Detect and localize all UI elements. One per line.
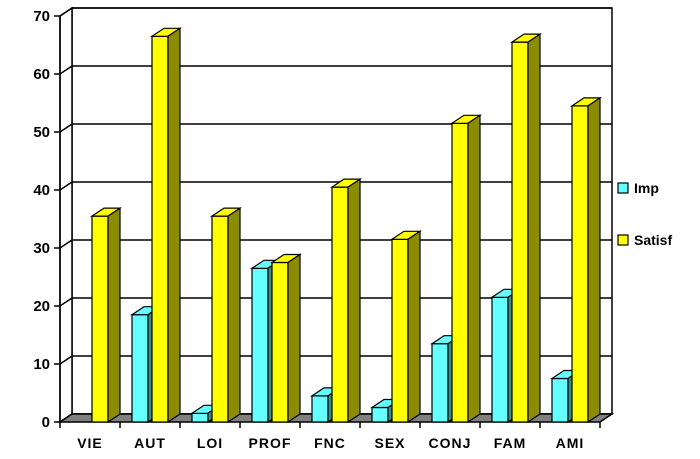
bar-front — [331, 186, 349, 423]
legend-item-imp: Imp — [617, 180, 659, 196]
bar-front — [211, 215, 229, 423]
bar-front — [311, 395, 329, 423]
y-tick-label: 20 — [33, 298, 50, 315]
x-tick-label: AUT — [134, 435, 166, 451]
x-tick-label: FNC — [314, 435, 346, 451]
bar-satisf-fnc — [330, 177, 362, 424]
x-tick-label: VIE — [77, 435, 103, 451]
y-tick-label: 40 — [33, 182, 50, 199]
y-tick-label: 50 — [33, 124, 50, 141]
bar-front — [431, 343, 449, 423]
y-tick-label: 60 — [33, 66, 50, 83]
y-tick-label: 30 — [33, 240, 50, 257]
bar-satisf-loi — [210, 206, 242, 424]
bar-front — [391, 238, 409, 423]
bar-side — [527, 32, 541, 424]
y-tick-label: 0 — [42, 414, 50, 431]
gridline — [59, 65, 612, 75]
x-tick-label: CONJ — [429, 435, 472, 451]
x-tick-label: AMI — [556, 435, 585, 451]
bar-satisf-aut — [150, 27, 182, 424]
bar-side — [347, 177, 361, 424]
bar-front — [571, 105, 589, 423]
bar-satisf-prof — [270, 253, 302, 424]
bar-satisf-conj — [450, 114, 482, 424]
bar-side — [587, 96, 601, 424]
bar-satisf-vie — [90, 206, 122, 424]
bar-front — [131, 314, 149, 423]
bar-side — [287, 253, 301, 424]
x-axis-labels: VIE AUT LOI PROF FNC SEX CONJ FAM AMI — [59, 422, 601, 451]
bar-front — [151, 35, 169, 423]
bar-side — [107, 206, 121, 424]
gridline — [59, 239, 612, 249]
gridline — [59, 297, 612, 307]
bar-front — [451, 122, 469, 423]
bar-front — [251, 267, 269, 423]
legend-label: Satisf — [634, 232, 672, 248]
x-tick-label: LOI — [197, 435, 223, 451]
bar-front — [491, 296, 509, 423]
gridlines — [59, 7, 612, 423]
y-tick-label: 70 — [33, 8, 50, 25]
bar-front — [191, 412, 209, 423]
legend-swatch — [617, 234, 629, 246]
gridline — [59, 7, 612, 17]
bar-front — [91, 215, 109, 423]
legend: Imp Satisf — [617, 180, 672, 248]
bar-front — [511, 41, 529, 423]
gridline — [59, 123, 612, 133]
bar-side — [407, 230, 421, 424]
x-tick-label: PROF — [249, 435, 292, 451]
bar-satisf-sex — [390, 230, 422, 424]
x-tick-label: FAM — [494, 435, 527, 451]
legend-swatch — [617, 182, 629, 194]
bars — [90, 27, 602, 424]
bar-front — [271, 261, 289, 423]
y-tick-label: 10 — [33, 356, 50, 373]
bar-front — [551, 377, 569, 423]
y-axis-ticks: 0 10 20 30 40 50 60 70 — [33, 8, 61, 431]
bar-satisf-ami — [570, 96, 602, 424]
bar-side — [467, 114, 481, 424]
bar-front — [371, 406, 389, 423]
bar-side — [227, 206, 241, 424]
x-tick-label: SEX — [374, 435, 405, 451]
gridline — [59, 181, 612, 191]
bar-side — [167, 27, 181, 424]
legend-label: Imp — [634, 180, 659, 196]
bar-satisf-fam — [510, 32, 542, 424]
legend-item-satisf: Satisf — [617, 232, 672, 248]
